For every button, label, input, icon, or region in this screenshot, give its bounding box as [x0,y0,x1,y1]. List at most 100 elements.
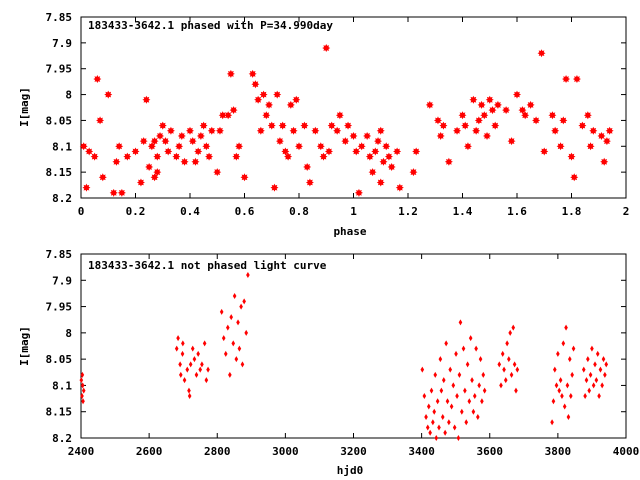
unphased-y-tick-label: 8.1 [52,379,72,392]
phased-data-point [188,137,197,146]
unphased-data-point [603,371,607,378]
unphased-data-point [588,371,593,378]
unphased-data-point [441,377,446,384]
phased-data-point [270,183,279,192]
unphased-data-point [497,361,502,368]
phased-data-point [98,173,107,182]
phased-data-point [175,142,184,151]
phased-data-point [477,100,486,109]
phased-data-point [578,121,587,130]
unphased-chart-title: 183433-3642.1 not phased light curve [88,259,327,272]
unphased-y-tick-label: 8.2 [52,432,72,445]
phased-data-point [474,116,483,125]
phased-data-point [322,44,331,53]
unphased-data-point [594,377,599,384]
phased-x-tick-label: 1.4 [453,205,473,218]
phased-data-point [131,147,140,156]
unphased-x-tick-label: 3800 [545,445,572,458]
phased-data-point [537,49,546,58]
unphased-data-point [468,335,473,342]
unphased-x-tick-label: 3000 [272,445,299,458]
phased-data-point [166,126,175,135]
phased-data-point [259,90,268,99]
phased-data-point [412,147,421,156]
phased-data-point [463,142,472,151]
phased-data-point [352,147,361,156]
unphased-data-point [81,387,86,394]
phased-data-point [365,152,374,161]
unphased-data-point [586,356,590,363]
unphased-data-point [587,387,592,394]
unphased-x-tick-label: 2800 [204,445,231,458]
phased-data-point [374,137,383,146]
phased-data-point [147,142,156,151]
unphased-data-point [471,408,476,415]
phased-data-point [425,100,434,109]
unphased-data-point [454,350,458,357]
phased-data-point [142,95,151,104]
phased-data-point [433,116,442,125]
unphased-data-point [232,293,237,300]
unphased-data-point [511,324,516,331]
phased-data-point [150,137,159,146]
phased-data-point [145,162,154,171]
phased-data-point [371,147,380,156]
phased-data-point [453,126,462,135]
phased-data-point [395,183,404,192]
phased-data-point [218,111,227,120]
unphased-data-point [187,387,191,394]
phased-x-tick-label: 0.6 [235,205,255,218]
unphased-data-point [226,324,230,331]
phased-data-point [472,126,481,135]
unphased-data-point [445,398,450,405]
unphased-data-point [440,413,445,420]
phased-data-point [379,157,388,166]
phased-data-point [335,111,344,120]
phased-data-point [284,152,293,161]
phased-x-tick-label: 2 [623,205,630,218]
unphased-data-point [206,366,210,373]
phased-data-point [305,178,314,187]
phased-x-tick-label: 0 [78,205,85,218]
unphased-x-tick-label: 3200 [340,445,367,458]
phased-data-point [556,142,565,151]
phased-data-point [207,126,216,135]
unphased-data-point [583,392,587,399]
phased-data-point [488,106,497,115]
phased-data-point [281,147,290,156]
unphased-data-point [507,356,511,363]
phased-x-tick-label: 0.2 [126,205,146,218]
phased-data-point [248,69,257,78]
phased-y-tick-label: 7.85 [46,11,73,24]
phased-data-point [409,168,418,177]
phased-data-point [251,80,260,89]
phased-data-point [357,142,366,151]
unphased-y-tick-label: 7.85 [46,248,73,261]
phased-y-tick-label: 8 [65,89,72,102]
unphased-data-point [448,366,453,373]
phased-chart-title: 183433-3642.1 phased with P=34.990day [88,19,333,32]
unphased-data-point [432,408,437,415]
unphased-data-point [204,377,209,384]
phased-data-point [461,121,470,130]
unphased-data-point [181,340,185,347]
unphased-data-point [558,377,563,384]
unphased-data-point [554,382,559,389]
phased-data-point [507,137,516,146]
phased-x-tick-label: 0.4 [180,205,200,218]
unphased-data-point [461,345,466,352]
unphased-data-point [477,382,481,389]
unphased-data-point [240,361,245,368]
unphased-data-point [180,350,185,357]
unphased-data-point [422,392,427,399]
phased-data-point [602,137,611,146]
unphased-y-tick-label: 7.9 [52,274,72,287]
unphased-data-point [176,335,180,342]
phased-data-point [485,95,494,104]
unphased-data-point [514,387,518,394]
unphased-data-point [593,361,597,368]
phased-data-point [344,121,353,130]
unphased-data-point [502,366,506,373]
phased-data-point [256,126,265,135]
unphased-data-point [499,382,503,389]
